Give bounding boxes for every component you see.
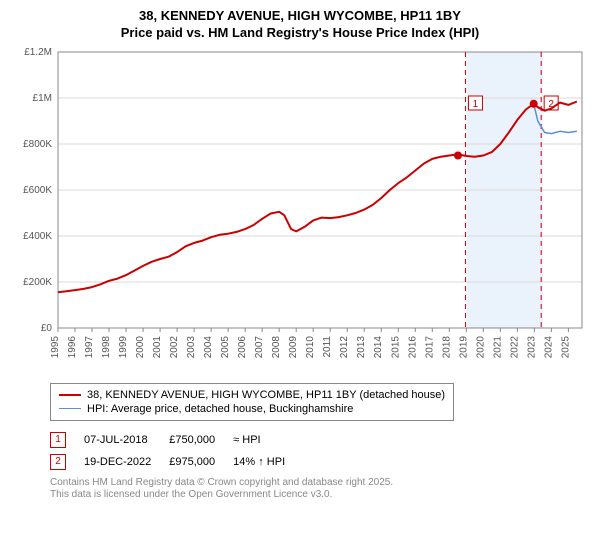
y-tick-label: £800K [23,139,52,150]
x-tick-label: 2017 [424,335,435,358]
x-tick-label: 2013 [356,335,367,358]
title-line-2: Price paid vs. HM Land Registry's House … [121,25,480,40]
x-tick-label: 1999 [118,335,129,358]
x-tick-label: 2004 [203,335,214,358]
legend-label: HPI: Average price, detached house, Buck… [87,403,353,415]
x-tick-label: 2024 [543,335,554,358]
sales-table: 1 07-JUL-2018£750,000≈ HPI 2 19-DEC-2022£97… [50,429,303,473]
sale-date: 19-DEC-2022 [84,451,169,473]
sale-date: 07-JUL-2018 [84,429,169,451]
x-tick-label: 2002 [169,335,180,358]
chart-title: 38, KENNEDY AVENUE, HIGH WYCOMBE, HP11 1… [10,8,590,42]
x-tick-label: 2003 [186,335,197,358]
x-tick-label: 2016 [407,335,418,358]
sale-marker-number: 1 [473,99,479,110]
table-row: 2 19-DEC-2022£975,00014% ↑ HPI [50,451,303,473]
title-line-1: 38, KENNEDY AVENUE, HIGH WYCOMBE, HP11 1… [139,8,461,23]
x-tick-label: 2009 [288,335,299,358]
x-tick-label: 2007 [254,335,265,358]
y-tick-label: £400K [23,231,52,242]
y-tick-label: £1M [33,93,52,104]
y-tick-label: £600K [23,185,52,196]
x-tick-label: 2023 [526,335,537,358]
legend-swatch [59,394,81,396]
legend-label: 38, KENNEDY AVENUE, HIGH WYCOMBE, HP11 1… [87,389,445,401]
x-tick-label: 1997 [84,335,95,358]
x-tick-label: 1998 [101,335,112,358]
x-tick-label: 2022 [509,335,520,358]
x-tick-label: 2014 [373,335,384,358]
x-tick-label: 2011 [322,335,333,357]
y-tick-label: £200K [23,277,52,288]
x-tick-label: 2015 [390,335,401,358]
legend-row: HPI: Average price, detached house, Buck… [59,402,445,416]
x-tick-label: 2021 [492,335,503,358]
table-row: 1 07-JUL-2018£750,000≈ HPI [50,429,303,451]
y-tick-label: £1.2M [24,47,52,58]
x-tick-label: 2000 [135,335,146,358]
x-tick-label: 1996 [67,335,78,358]
sale-delta: ≈ HPI [233,429,303,451]
x-tick-label: 2010 [305,335,316,358]
footnote-line-1: Contains HM Land Registry data © Crown c… [50,477,393,488]
x-tick-label: 2008 [271,335,282,358]
x-tick-label: 2001 [152,335,163,358]
sale-price: £750,000 [169,429,233,451]
y-tick-label: £0 [41,323,53,334]
x-tick-label: 2018 [441,335,452,358]
footnote-line-2: This data is licensed under the Open Gov… [50,489,332,500]
chart-legend: 38, KENNEDY AVENUE, HIGH WYCOMBE, HP11 1… [50,383,454,421]
x-tick-label: 2005 [220,335,231,358]
sale-badge: 1 [50,432,66,448]
legend-swatch [59,408,81,409]
sale-point [454,151,462,159]
x-tick-label: 2006 [237,335,248,358]
sale-price: £975,000 [169,451,233,473]
sale-badge: 2 [50,454,66,470]
sale-delta: 14% ↑ HPI [233,451,303,473]
sale-point [530,100,538,108]
footnote: Contains HM Land Registry data © Crown c… [50,477,590,502]
x-tick-label: 2019 [458,335,469,358]
price-chart: £0 £200K £400K £600K £800K £1M £1.2M 1995 1996 19… [10,42,590,372]
x-tick-label: 2020 [475,335,486,358]
x-tick-label: 1995 [50,335,61,358]
x-tick-label: 2025 [560,335,571,358]
x-tick-label: 2012 [339,335,350,358]
legend-row: 38, KENNEDY AVENUE, HIGH WYCOMBE, HP11 1… [59,388,445,402]
